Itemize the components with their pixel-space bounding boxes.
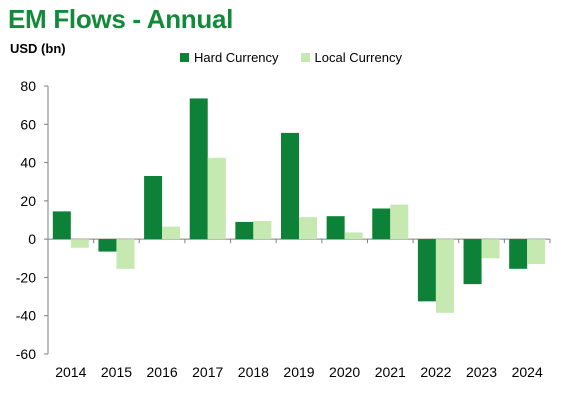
bar-local-currency-2018 bbox=[253, 220, 272, 240]
tick-labels: -60 -40 -20 0 20 40 60 80 2014 2015 2016 2017 2018 20… bbox=[16, 78, 543, 380]
y-tick-label: -60 bbox=[16, 346, 36, 362]
x-tick-label: 2023 bbox=[466, 364, 497, 380]
bar-local-currency-2021 bbox=[390, 204, 409, 240]
x-tick-label: 2016 bbox=[147, 364, 178, 380]
x-tick-label: 2014 bbox=[55, 364, 86, 380]
bar-hard-currency-2017 bbox=[189, 98, 208, 240]
y-tick-label: 0 bbox=[28, 231, 36, 247]
bar-hard-currency-2022 bbox=[417, 239, 436, 302]
bar-hard-currency-2016 bbox=[144, 175, 163, 240]
bar-local-currency-2016 bbox=[162, 226, 181, 240]
x-tick-label: 2018 bbox=[238, 364, 269, 380]
bar-local-currency-2024 bbox=[527, 239, 546, 265]
bar-local-currency-2015 bbox=[116, 239, 135, 269]
bar-local-currency-2023 bbox=[481, 239, 500, 259]
x-tick-label: 2017 bbox=[192, 364, 223, 380]
bar-hard-currency-2014 bbox=[52, 211, 71, 240]
bar-local-currency-2014 bbox=[70, 239, 89, 248]
legend-item-hard-currency: Hard Currency bbox=[180, 50, 279, 65]
bar-hard-currency-2020 bbox=[326, 216, 345, 240]
y-tick-label: 40 bbox=[20, 155, 36, 171]
bar-local-currency-2017 bbox=[207, 157, 226, 240]
x-tick-label: 2019 bbox=[283, 364, 314, 380]
x-tick-label: 2021 bbox=[375, 364, 406, 380]
y-tick-label: -20 bbox=[16, 269, 36, 285]
legend-swatch-local-currency bbox=[300, 53, 310, 62]
bar-local-currency-2020 bbox=[344, 232, 363, 240]
y-tick-label: -40 bbox=[16, 308, 36, 324]
x-tick-label: 2020 bbox=[329, 364, 360, 380]
legend-item-local-currency: Local Currency bbox=[300, 50, 402, 65]
bar-local-currency-2022 bbox=[435, 239, 454, 313]
bars bbox=[52, 98, 546, 313]
y-tick-label: 80 bbox=[20, 78, 36, 94]
bar-hard-currency-2018 bbox=[235, 221, 254, 240]
legend: Hard Currency Local Currency bbox=[180, 50, 424, 65]
x-tick-label: 2015 bbox=[101, 364, 132, 380]
bar-local-currency-2019 bbox=[299, 217, 317, 240]
bar-hard-currency-2015 bbox=[98, 239, 117, 252]
bar-hard-currency-2023 bbox=[463, 239, 482, 285]
y-axis-unit-label: USD (bn) bbox=[10, 41, 66, 56]
bar-hard-currency-2021 bbox=[372, 208, 391, 240]
x-tick-label: 2024 bbox=[512, 364, 543, 380]
legend-swatch-hard-currency bbox=[180, 53, 189, 62]
y-tick-label: 20 bbox=[20, 193, 36, 209]
legend-label-local-currency: Local Currency bbox=[314, 50, 402, 65]
legend-label-hard-currency: Hard Currency bbox=[194, 50, 279, 65]
bar-hard-currency-2024 bbox=[509, 239, 528, 269]
x-tick-label: 2022 bbox=[420, 364, 451, 380]
y-tick-label: 60 bbox=[20, 116, 36, 132]
chart-title: EM Flows - Annual bbox=[8, 4, 234, 34]
bar-hard-currency-2019 bbox=[281, 132, 299, 240]
